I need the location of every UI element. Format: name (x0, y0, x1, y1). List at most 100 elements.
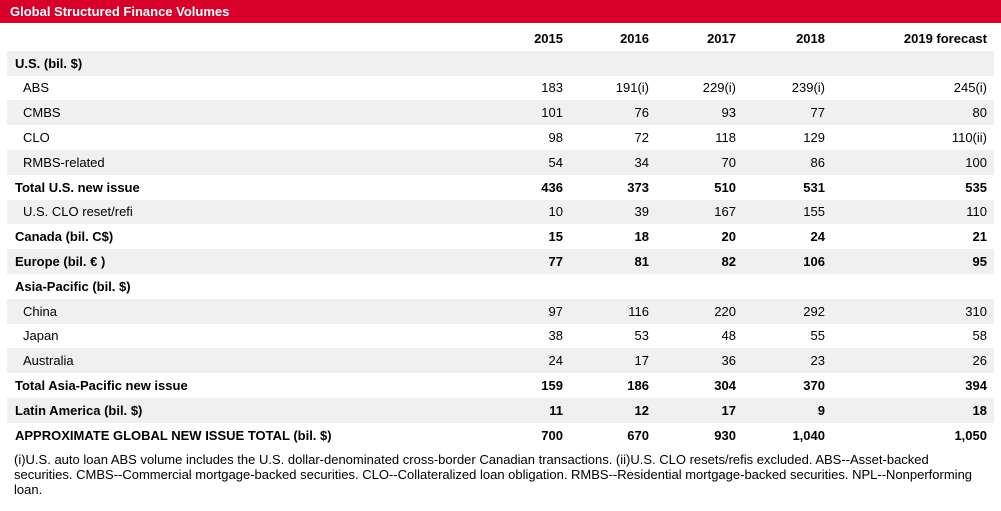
row-value: 34 (634, 154, 649, 170)
row-value: 510 (714, 179, 736, 195)
row-value: 1,050 (954, 427, 987, 443)
table-row: U.S. CLO reset/refi 10 39 167 155 110 (7, 199, 994, 225)
row-value: 48 (721, 328, 736, 344)
header-row: 2015 2016 2017 2018 2019 forecast (7, 26, 994, 51)
row-label: Japan (23, 328, 59, 344)
row-value: 245(i) (953, 80, 987, 96)
row-value: 186 (627, 378, 649, 394)
row-value: 77 (810, 105, 825, 121)
row-value: 23 (810, 353, 825, 369)
volumes-table: 2015 2016 2017 2018 2019 forecast U.S. (… (7, 26, 994, 448)
row-value: 110(ii) (951, 130, 987, 146)
row-label: CLO (23, 130, 50, 146)
row-value: 191(i) (615, 80, 649, 96)
row-value: 373 (627, 179, 649, 195)
row-label: Europe (bil. € ) (15, 254, 106, 270)
row-value: 700 (541, 427, 563, 443)
row-value: 106 (803, 254, 825, 270)
row-value: 97 (548, 303, 563, 319)
row-value: 394 (965, 378, 987, 394)
row-value: 370 (803, 378, 825, 394)
column-header-2018: 2018 (796, 30, 825, 46)
row-value: 72 (634, 130, 649, 146)
row-value: 670 (627, 427, 649, 443)
row-label: China (23, 303, 57, 319)
table-title: Global Structured Finance Volumes (0, 0, 1001, 23)
table-row: Canada (bil. C$) 15 18 20 24 21 (7, 224, 994, 249)
table-row: CMBS 101 76 93 77 80 (7, 100, 994, 126)
row-value: 20 (721, 229, 736, 245)
row-value: 86 (810, 154, 825, 170)
table-row: ABS 183 191(i) 229(i) 239(i) 245(i) (7, 76, 994, 101)
row-value: 53 (634, 328, 649, 344)
row-value: 436 (541, 179, 563, 195)
row-value: 82 (721, 254, 736, 270)
row-value: 116 (628, 303, 649, 319)
row-value: 101 (541, 105, 563, 121)
table-row: Asia-Pacific (bil. $) (7, 274, 994, 299)
row-value: 310 (965, 303, 987, 319)
row-value: 118 (715, 130, 736, 146)
table-row: RMBS-related 54 34 70 86 100 (7, 149, 994, 175)
row-value: 26 (972, 353, 987, 369)
column-header-2015: 2015 (534, 30, 563, 46)
row-value: 21 (972, 229, 987, 245)
row-value: 292 (803, 303, 825, 319)
row-value: 239(i) (791, 80, 825, 96)
row-value: 93 (721, 105, 736, 121)
table-row: Japan 38 53 48 55 58 (7, 324, 994, 349)
table-row: China 97 116 220 292 310 (7, 298, 994, 324)
row-label: RMBS-related (23, 154, 105, 170)
table-row: Australia 24 17 36 23 26 (7, 348, 994, 374)
row-value: 11 (549, 402, 563, 418)
row-value: 17 (634, 353, 649, 369)
row-value: 95 (972, 254, 987, 270)
table-row: Total U.S. new issue 436 373 510 531 535 (7, 175, 994, 200)
row-value: 167 (714, 204, 736, 220)
row-label: CMBS (23, 105, 61, 121)
row-value: 304 (714, 378, 736, 394)
row-value: 80 (972, 105, 987, 121)
row-value: 24 (810, 229, 825, 245)
row-value: 930 (714, 427, 736, 443)
table-row: U.S. (bil. $) (7, 50, 994, 76)
table-row: Latin America (bil. $) 11 12 17 9 18 (7, 397, 994, 423)
row-label: APPROXIMATE GLOBAL NEW ISSUE TOTAL (bil.… (15, 427, 332, 443)
row-label: ABS (23, 80, 50, 96)
row-label: U.S. (bil. $) (15, 55, 83, 71)
row-value: 76 (634, 105, 649, 121)
row-label: Total Asia-Pacific new issue (15, 378, 188, 394)
row-value: 24 (548, 353, 563, 369)
column-header-2017: 2017 (707, 30, 736, 46)
row-value: 155 (803, 204, 825, 220)
row-value: 15 (548, 229, 563, 245)
row-label: Canada (bil. C$) (15, 229, 114, 245)
table-row: APPROXIMATE GLOBAL NEW ISSUE TOTAL (bil.… (7, 423, 994, 448)
row-value: 229(i) (702, 80, 736, 96)
row-value: 220 (714, 303, 736, 319)
row-value: 17 (721, 402, 736, 418)
row-value: 81 (634, 254, 649, 270)
row-value: 38 (548, 328, 563, 344)
row-value: 54 (548, 154, 563, 170)
row-value: 18 (634, 229, 649, 245)
row-value: 129 (803, 130, 825, 146)
row-value: 70 (721, 154, 736, 170)
row-value: 39 (634, 204, 649, 220)
row-value: 535 (965, 179, 987, 195)
row-value: 531 (803, 179, 825, 195)
row-value: 77 (548, 254, 563, 270)
row-value: 55 (810, 328, 825, 344)
footnote: (i)U.S. auto loan ABS volume includes th… (14, 452, 973, 497)
table-body: U.S. (bil. $) ABS 183 191(i) 229(i) 239(i) 245… (7, 50, 994, 448)
column-header-2019-forecast: 2019 forecast (903, 30, 987, 46)
row-value: 9 (817, 402, 825, 418)
row-value: 100 (965, 154, 987, 170)
row-value: 183 (541, 80, 563, 96)
row-value: 110 (966, 204, 987, 220)
table-row: Europe (bil. € ) 77 81 82 106 95 (7, 249, 994, 274)
row-value: 18 (972, 402, 987, 418)
row-value: 1,040 (792, 427, 825, 443)
column-header-2016: 2016 (620, 30, 649, 46)
table-row: CLO 98 72 118 129 110(ii) (7, 125, 994, 150)
